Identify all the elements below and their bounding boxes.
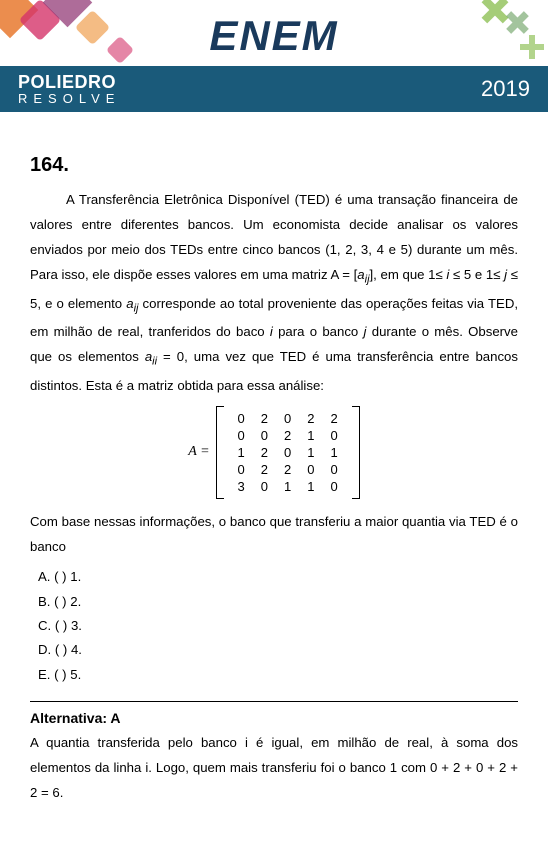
matrix-cell: 1: [230, 444, 253, 461]
options-list: A. ( ) 1.B. ( ) 2.C. ( ) 3.D. ( ) 4.E. (…: [30, 565, 518, 687]
matrix-cell: 0: [276, 410, 299, 427]
matrix-cell: 1: [299, 427, 322, 444]
brand-sub: RESOLVE: [18, 92, 120, 105]
deco-square-pink-2: [106, 36, 134, 64]
answer-label: Alternativa: A: [30, 710, 518, 726]
matrix-cell: 2: [253, 410, 276, 427]
matrix-cell: 0: [322, 427, 345, 444]
matrix-cell: 0: [253, 478, 276, 495]
matrix-cell: 2: [253, 444, 276, 461]
matrix-row: 02022: [230, 410, 346, 427]
matrix-cell: 2: [322, 410, 345, 427]
matrix-cell: 2: [253, 461, 276, 478]
matrix-cell: 2: [299, 410, 322, 427]
enem-logo: ENEM: [209, 12, 338, 60]
matrix-cell: 1: [299, 444, 322, 461]
question-content: 164. A Transferência Eletrônica Disponív…: [0, 112, 548, 805]
matrix-table: 0202200210120110220030110: [230, 410, 346, 495]
matrix-body: 0202200210120110220030110: [224, 406, 352, 499]
matrix-cell: 0: [299, 461, 322, 478]
question-number: 164.: [30, 154, 518, 177]
exam-year: 2019: [481, 76, 530, 102]
matrix-cell: 0: [230, 461, 253, 478]
option: E. ( ) 5.: [38, 663, 518, 687]
option: C. ( ) 3.: [38, 614, 518, 638]
matrix-display: A = 0202200210120110220030110: [30, 406, 518, 499]
matrix-cell: 1: [322, 444, 345, 461]
bracket-right: [352, 406, 360, 499]
option: B. ( ) 2.: [38, 590, 518, 614]
question-prompt: Com base nessas informações, o banco que…: [30, 509, 518, 559]
matrix-row: 30110: [230, 478, 346, 495]
matrix-label: A =: [188, 444, 209, 460]
brand-block: POLIEDRO RESOLVE: [18, 73, 120, 105]
matrix-cell: 0: [253, 427, 276, 444]
matrix-cell: 1: [276, 478, 299, 495]
option: D. ( ) 4.: [38, 638, 518, 662]
decorative-header: ENEM: [0, 0, 548, 66]
matrix-cell: 0: [322, 461, 345, 478]
matrix-cell: 1: [299, 478, 322, 495]
brand-band: POLIEDRO RESOLVE 2019: [0, 66, 548, 112]
option: A. ( ) 1.: [38, 565, 518, 589]
matrix-cell: 0: [230, 410, 253, 427]
matrix: 0202200210120110220030110: [216, 406, 360, 499]
matrix-cell: 0: [322, 478, 345, 495]
matrix-cell: 0: [276, 444, 299, 461]
question-text: A Transferência Eletrônica Disponível (T…: [30, 187, 518, 398]
bracket-left: [216, 406, 224, 499]
matrix-cell: 2: [276, 461, 299, 478]
matrix-cell: 3: [230, 478, 253, 495]
matrix-cell: 2: [276, 427, 299, 444]
deco-plus-green-3: [520, 35, 544, 59]
matrix-row: 12011: [230, 444, 346, 461]
answer-explanation: A quantia transferida pelo banco i é igu…: [30, 730, 518, 805]
divider: [30, 701, 518, 702]
deco-square-amber: [75, 10, 110, 45]
brand-name: POLIEDRO: [18, 73, 120, 91]
matrix-cell: 0: [230, 427, 253, 444]
matrix-row: 00210: [230, 427, 346, 444]
matrix-row: 02200: [230, 461, 346, 478]
